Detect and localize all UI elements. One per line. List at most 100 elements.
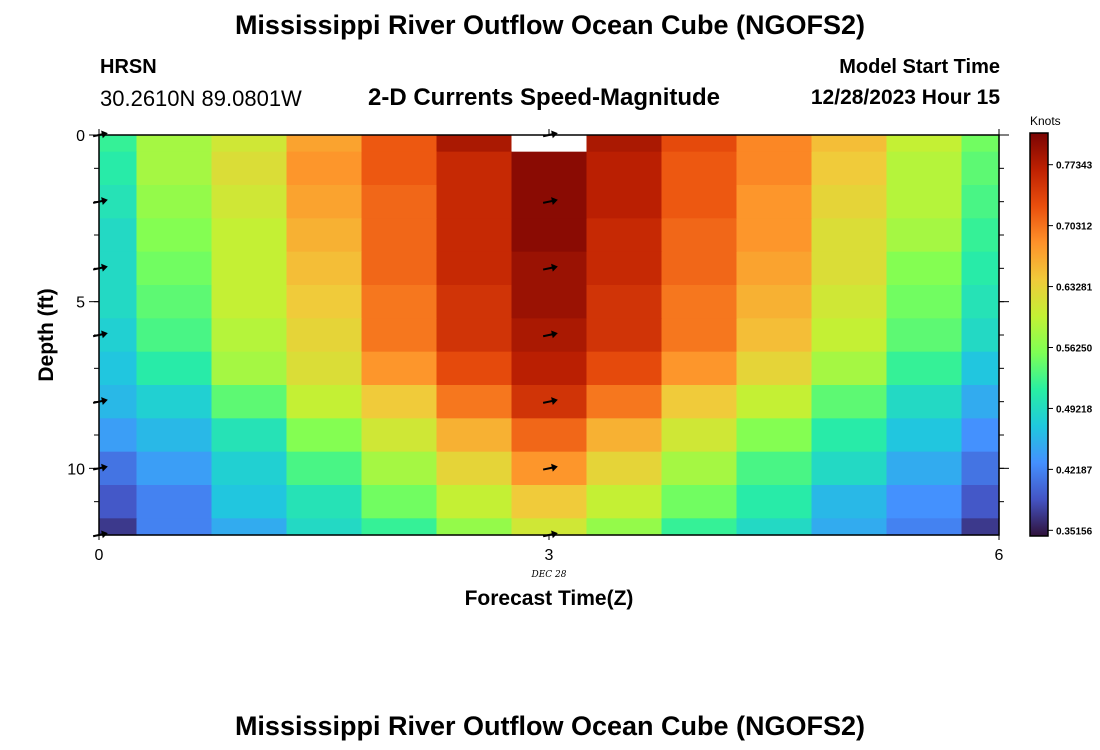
heatmap-cell [586, 418, 663, 453]
heatmap-cell [211, 251, 288, 286]
heatmap-cell [136, 151, 213, 186]
heatmap-cell [436, 318, 513, 353]
model-start-time: 12/28/2023 Hour 15 [810, 86, 1000, 109]
heatmap-cell [211, 135, 288, 153]
footer-title: Mississippi River Outflow Ocean Cube (NG… [234, 711, 866, 741]
heatmap-cell [99, 151, 138, 186]
heatmap-cell [811, 218, 888, 253]
heatmap-cell [961, 418, 1000, 453]
heatmap-cell [661, 151, 738, 186]
heatmap-cell [511, 418, 588, 453]
heatmap-cell [961, 385, 1000, 419]
heatmap-cell [961, 135, 1000, 153]
heatmap-cell [886, 485, 963, 519]
heatmap-cell [736, 451, 813, 486]
heatmap-cell [361, 485, 438, 519]
heatmap-cell [361, 285, 438, 319]
current-vector-arrow [542, 263, 558, 272]
heatmap-cell [736, 135, 813, 153]
heatmap-cell [436, 218, 513, 253]
heatmap-cell [586, 135, 663, 153]
heatmap-cell [661, 385, 738, 419]
heatmap-cell [886, 351, 963, 386]
heatmap-cell [436, 385, 513, 419]
heatmap-cell [361, 385, 438, 419]
heatmap-cell [811, 485, 888, 519]
colorbar-gradient [1029, 132, 1049, 537]
heatmap-cell [661, 218, 738, 253]
heatmap-cell [286, 218, 363, 253]
heatmap-cell [961, 251, 1000, 286]
heatmap-cell [961, 518, 1000, 536]
heatmap-cell [211, 385, 288, 419]
heatmap-cell [886, 385, 963, 419]
heatmap-cell [961, 151, 1000, 186]
heatmap-cell [661, 351, 738, 386]
x-tick-label: 6 [995, 547, 1004, 564]
heatmap-cell [136, 135, 213, 153]
heatmap-cell [136, 218, 213, 253]
heatmap-cell [99, 218, 138, 253]
heatmap-cell [136, 385, 213, 419]
heatmap-cell [286, 135, 363, 153]
heatmap-cell [961, 218, 1000, 253]
heatmap-cell [736, 151, 813, 186]
heatmap-cell [136, 318, 213, 353]
heatmap-cell [211, 218, 288, 253]
heatmap-cell [661, 485, 738, 519]
heatmap-cell [811, 185, 888, 219]
heatmap-cell [136, 185, 213, 219]
heatmap-cell [661, 135, 738, 153]
heatmap-cell [511, 285, 588, 319]
heatmap-cell [361, 218, 438, 253]
heatmap-cell [286, 385, 363, 419]
heatmap-cell [511, 351, 588, 386]
chart-title: Mississippi River Outflow Ocean Cube (NG… [234, 10, 866, 40]
station-name: HRSN [100, 56, 157, 78]
heatmap-cell [99, 518, 138, 536]
heatmap-cell [961, 485, 1000, 519]
colorbar-tick-label: 0.42187 [1056, 465, 1093, 476]
heatmap-cell [811, 518, 888, 536]
heatmap-cell [99, 485, 138, 519]
heatmap-cell [586, 285, 663, 319]
colorbar-label: Knots [1030, 114, 1061, 128]
heatmap-cell [211, 485, 288, 519]
heatmap-cell [511, 518, 588, 536]
heatmap-cell [286, 318, 363, 353]
y-tick-label: 5 [76, 295, 85, 312]
heatmap-cell [286, 151, 363, 186]
heatmap-cell [211, 185, 288, 219]
heatmap-cell [811, 385, 888, 419]
heatmap-cell [211, 318, 288, 353]
heatmap-cell [811, 351, 888, 386]
heatmap-cell [661, 418, 738, 453]
y-axis-label: Depth (ft) [35, 288, 58, 381]
colorbar-tick-label: 0.56250 [1056, 344, 1093, 355]
heatmap-cell [811, 151, 888, 186]
heatmap-cell [736, 518, 813, 536]
heatmap-cell [661, 451, 738, 486]
heatmap-cell [736, 218, 813, 253]
heatmap-cell [886, 318, 963, 353]
heatmap-cell [286, 485, 363, 519]
heatmap-cell [361, 318, 438, 353]
heatmap-cell [211, 351, 288, 386]
heatmap-cell [511, 135, 588, 153]
heatmap-cell [586, 518, 663, 536]
heatmap-cell [361, 185, 438, 219]
heatmap-cell [99, 285, 138, 319]
heatmap-cell [136, 485, 213, 519]
heatmap-cell [736, 485, 813, 519]
heatmap-cell [136, 251, 213, 286]
heatmap-cell [436, 418, 513, 453]
heatmap-cell [511, 151, 588, 186]
heatmap-cell [361, 151, 438, 186]
heatmap-cell [736, 285, 813, 319]
heatmap-cell [436, 285, 513, 319]
heatmap-cell [736, 185, 813, 219]
heatmap-cell [661, 185, 738, 219]
heatmap-cell [811, 418, 888, 453]
heatmap-cell [586, 485, 663, 519]
heatmap-cell [661, 518, 738, 536]
